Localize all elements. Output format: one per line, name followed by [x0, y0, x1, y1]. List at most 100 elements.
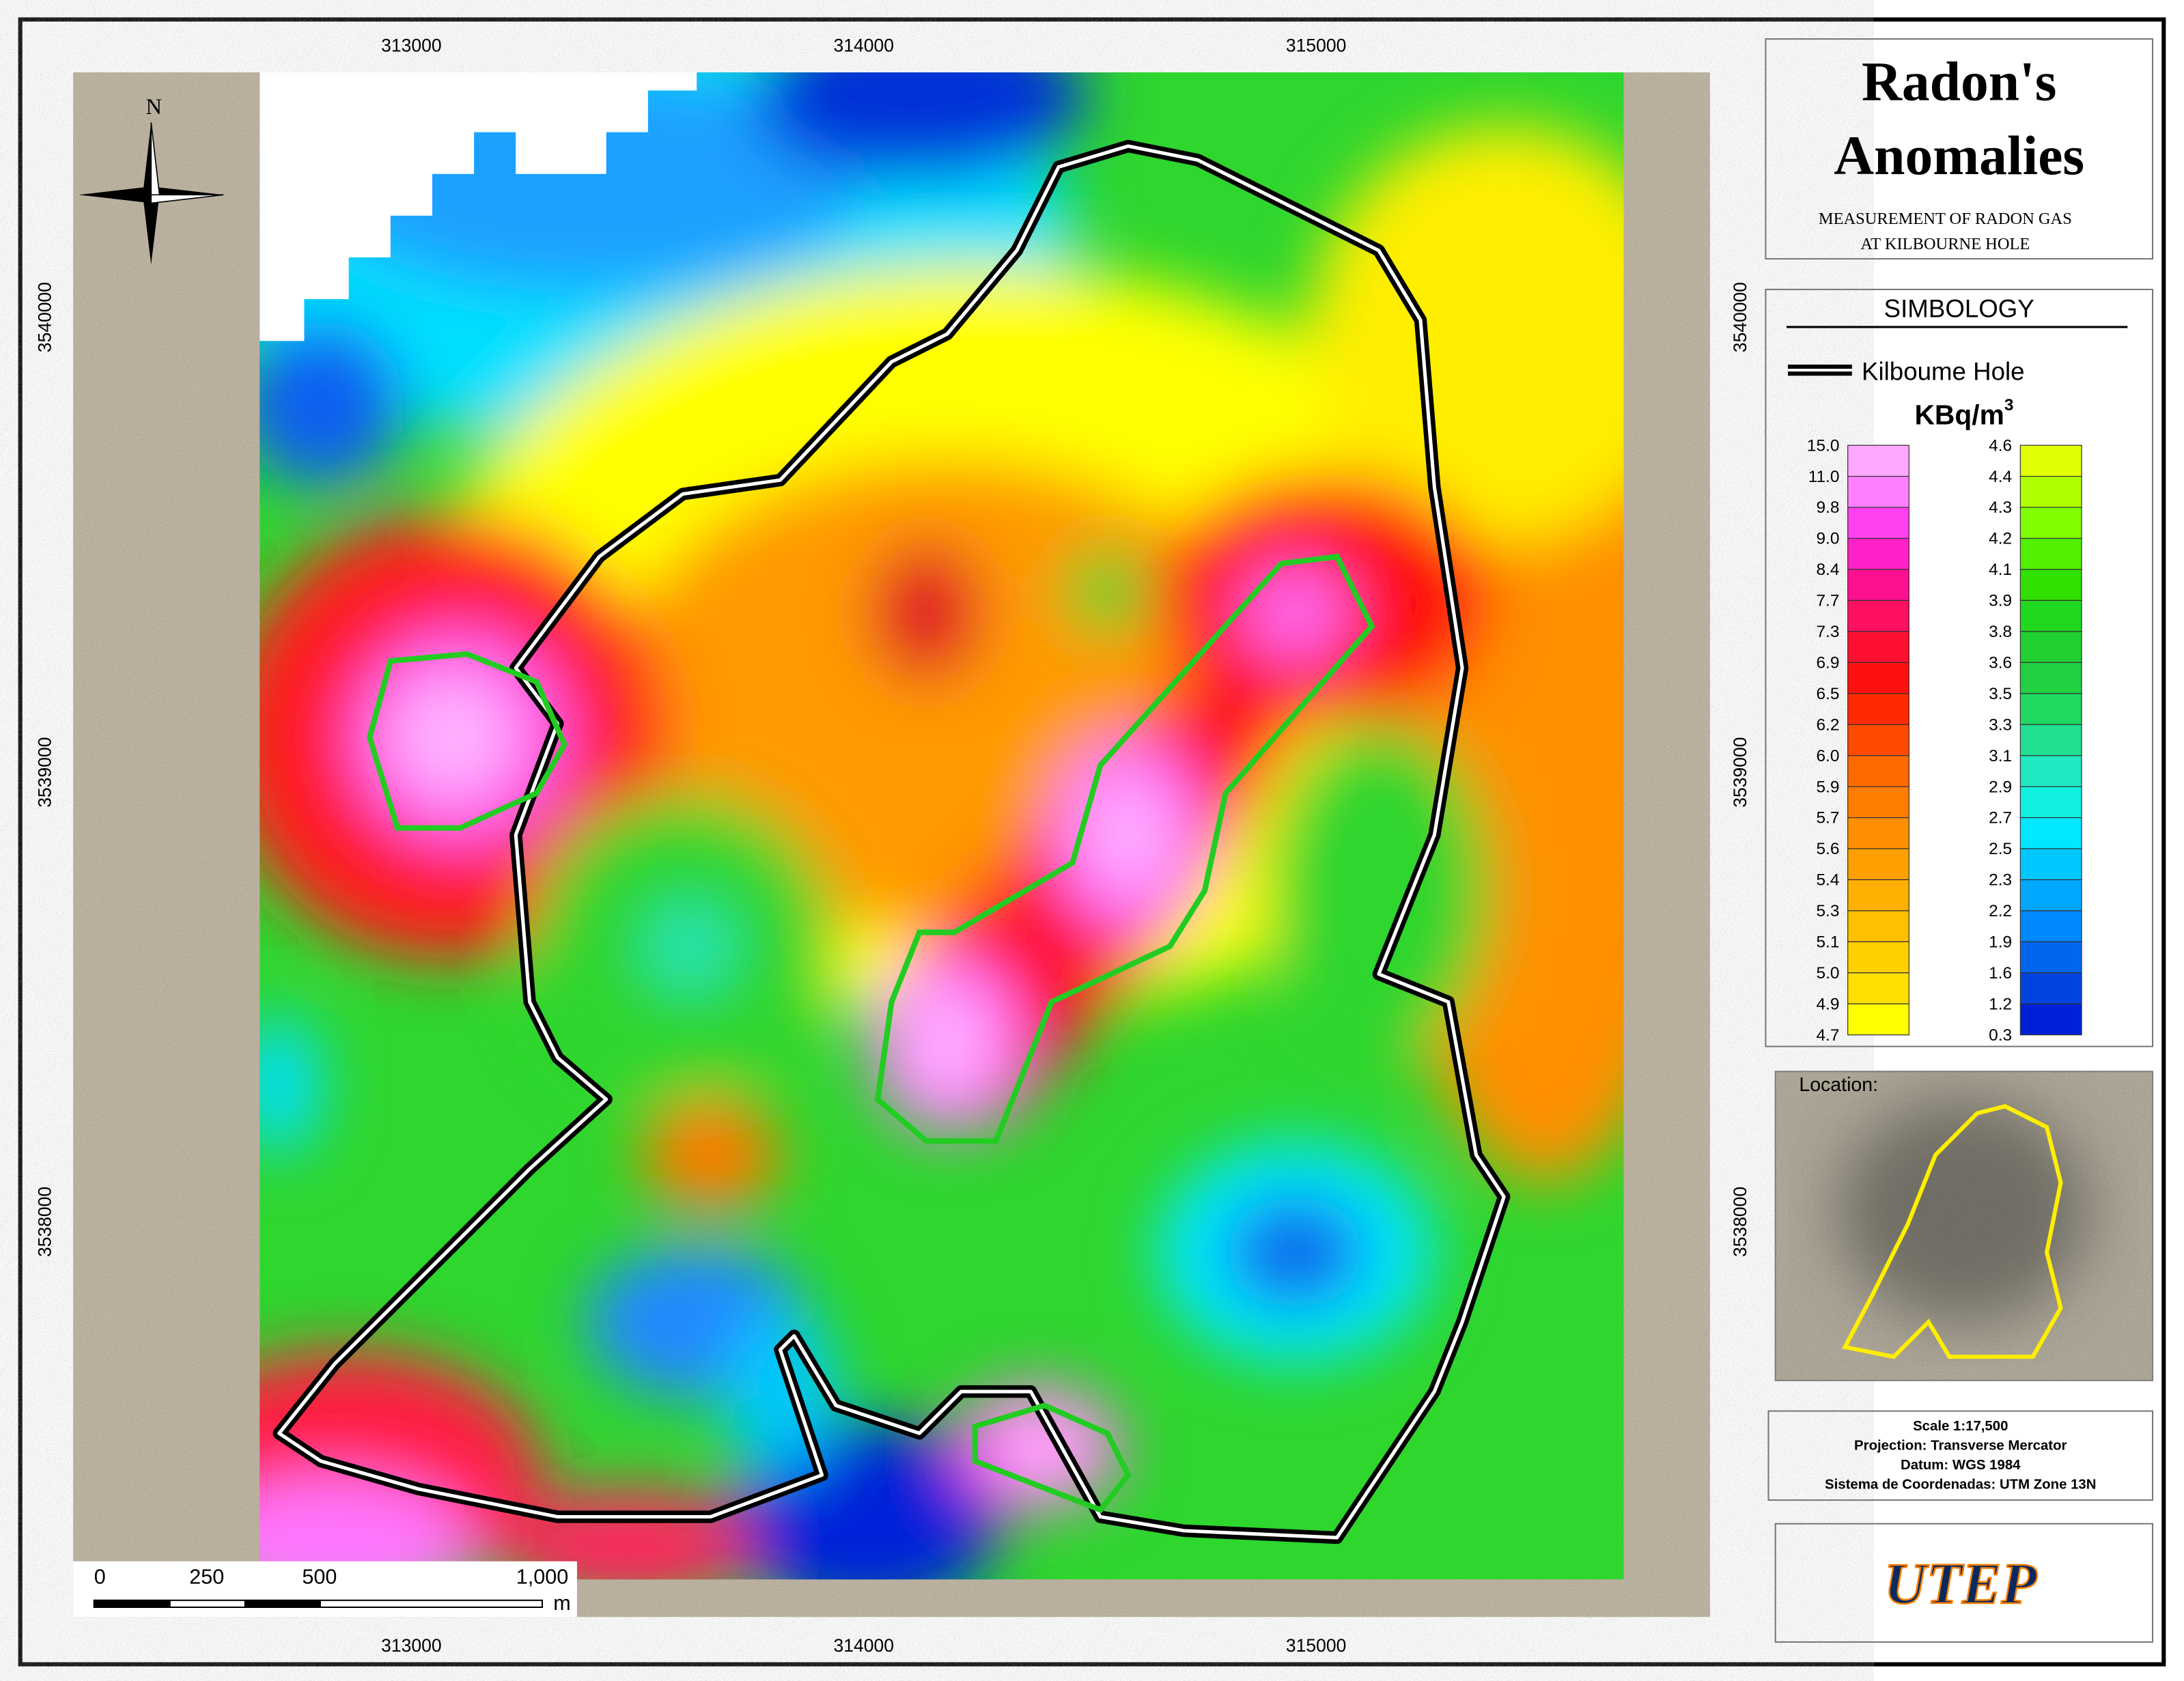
- info-line: Projection: Transverse Mercator: [1854, 1439, 2067, 1454]
- unit-exponent: 3: [2004, 396, 2014, 414]
- title: Radon's: [1862, 51, 2056, 113]
- legend-label: 7.3: [1816, 623, 1839, 641]
- grid-label-right: 3538000: [1730, 1187, 1750, 1257]
- scale-unit: m: [553, 1592, 570, 1615]
- subtitle: MEASUREMENT OF RADON GAS: [1819, 210, 2072, 228]
- legend-swatch: [2019, 848, 2082, 881]
- legend-swatch: [1847, 724, 1909, 757]
- legend-label: 3.3: [1989, 716, 2012, 734]
- legend-label: 0.3: [1989, 1026, 2012, 1045]
- legend-label: 6.9: [1816, 653, 1839, 672]
- grid-label-bottom: 313000: [381, 1635, 441, 1656]
- info-line: Sistema de Coordenadas: UTM Zone 13N: [1825, 1478, 2096, 1493]
- kilbourne-hole-outline: [272, 139, 1511, 1544]
- legend-label: 4.2: [1989, 530, 2012, 548]
- location-inset: Location:: [1774, 1071, 2154, 1381]
- legend-label: 3.5: [1989, 685, 2012, 703]
- legend-swatch: [1847, 599, 1909, 632]
- legend-label: 1.6: [1989, 964, 2012, 983]
- legend-swatch: [1847, 444, 1909, 477]
- legend-label: 5.3: [1816, 902, 1839, 920]
- legend-swatch: [2019, 879, 2082, 912]
- legend-swatch: [2019, 569, 2082, 602]
- legend-swatch: [2019, 941, 2082, 974]
- legend-swatch: [1847, 476, 1909, 508]
- legend-swatch: [1847, 537, 1909, 570]
- north-label: N: [146, 95, 163, 119]
- legend-label: 9.8: [1816, 498, 1839, 517]
- info-line: Datum: WGS 1984: [1901, 1458, 2021, 1473]
- legend-swatch: [1847, 693, 1909, 725]
- grid-label-left: 3538000: [35, 1187, 55, 1257]
- legend-label: 2.2: [1989, 902, 2012, 920]
- info-box: [1767, 1410, 2154, 1501]
- outer-border: [18, 17, 2166, 1667]
- scale-label: 500: [302, 1565, 337, 1588]
- legend-label: 2.7: [1989, 809, 2012, 828]
- grid-label-bottom: 314000: [834, 1635, 894, 1656]
- legend-swatch: [1847, 910, 1909, 942]
- logo-box: [1774, 1523, 2154, 1643]
- legend-label: 7.7: [1816, 592, 1839, 610]
- title: Anomalies: [1834, 124, 2084, 186]
- legend-swatch: [2019, 1003, 2082, 1036]
- legend-label: 5.6: [1816, 840, 1839, 858]
- legend-swatch: [1847, 848, 1909, 881]
- legend-label: 4.9: [1816, 995, 1839, 1013]
- legend-label: 2.5: [1989, 840, 2012, 858]
- legend-label: 5.4: [1816, 871, 1839, 890]
- grid-label-right: 3539000: [1730, 737, 1750, 808]
- legend-swatch: [2019, 755, 2082, 787]
- legend-swatch: [2019, 631, 2082, 663]
- grid-label-right: 3540000: [1730, 282, 1750, 352]
- subtitle: AT KILBOURNE HOLE: [1860, 235, 2030, 253]
- legend-label: 1.9: [1989, 933, 2012, 952]
- legend-label: 2.9: [1989, 778, 2012, 796]
- legend-label: 11.0: [1808, 468, 1840, 486]
- legend-swatch: [2019, 599, 2082, 632]
- grid-label-top: 313000: [381, 35, 441, 55]
- legend-swatch: [2019, 724, 2082, 757]
- legend-swatch: [1847, 941, 1909, 974]
- legend-label: 5.1: [1816, 933, 1839, 952]
- legend-label: 4.6: [1989, 436, 2012, 455]
- legend-swatch: [1847, 569, 1909, 602]
- legend-label: 5.0: [1816, 964, 1839, 983]
- legend-label: 4.7: [1816, 1026, 1839, 1045]
- grid-label-left: 3539000: [35, 737, 55, 808]
- scale-bar: m: [73, 1561, 577, 1618]
- grid-label-top: 315000: [1286, 35, 1346, 55]
- legend-label: 6.2: [1816, 716, 1839, 734]
- unit-label: KBq/m3: [1915, 396, 2014, 430]
- scale-label: 0: [94, 1565, 106, 1588]
- legend-swatch: [1847, 972, 1909, 1004]
- legend-swatch: [1847, 1003, 1909, 1036]
- legend-swatch: [2019, 444, 2082, 477]
- legend-label: 1.2: [1989, 995, 2012, 1013]
- legend-swatch: [2019, 786, 2082, 819]
- outline-label: Kilboume Hole: [1862, 357, 2025, 385]
- legend-swatch: [1847, 879, 1909, 912]
- symbology-heading: SIMBOLOGY: [1884, 295, 2034, 323]
- legend-swatch: [1847, 631, 1909, 663]
- legend-swatch: [2019, 507, 2082, 539]
- legend-label: 8.4: [1816, 561, 1839, 579]
- legend-swatch: [2019, 817, 2082, 849]
- unit-text: KBq/m: [1915, 399, 2004, 431]
- legend-swatch: [1847, 786, 1909, 819]
- legend-label: 4.4: [1989, 468, 2012, 486]
- legend-swatch: [1847, 755, 1909, 787]
- scale-label: 250: [189, 1565, 224, 1588]
- north-arrow: N: [79, 95, 224, 265]
- info-line: Scale 1:17,500: [1913, 1419, 2008, 1434]
- radon-raster: [260, 72, 1624, 1580]
- legend-swatch: [1847, 662, 1909, 694]
- legend-label: 5.7: [1816, 809, 1839, 828]
- legend-label: 15.0: [1807, 436, 1840, 455]
- legend-swatch: [2019, 476, 2082, 508]
- legend-label: 5.9: [1816, 778, 1839, 796]
- legend-label: 9.0: [1816, 530, 1839, 548]
- legend-swatch: [2019, 537, 2082, 570]
